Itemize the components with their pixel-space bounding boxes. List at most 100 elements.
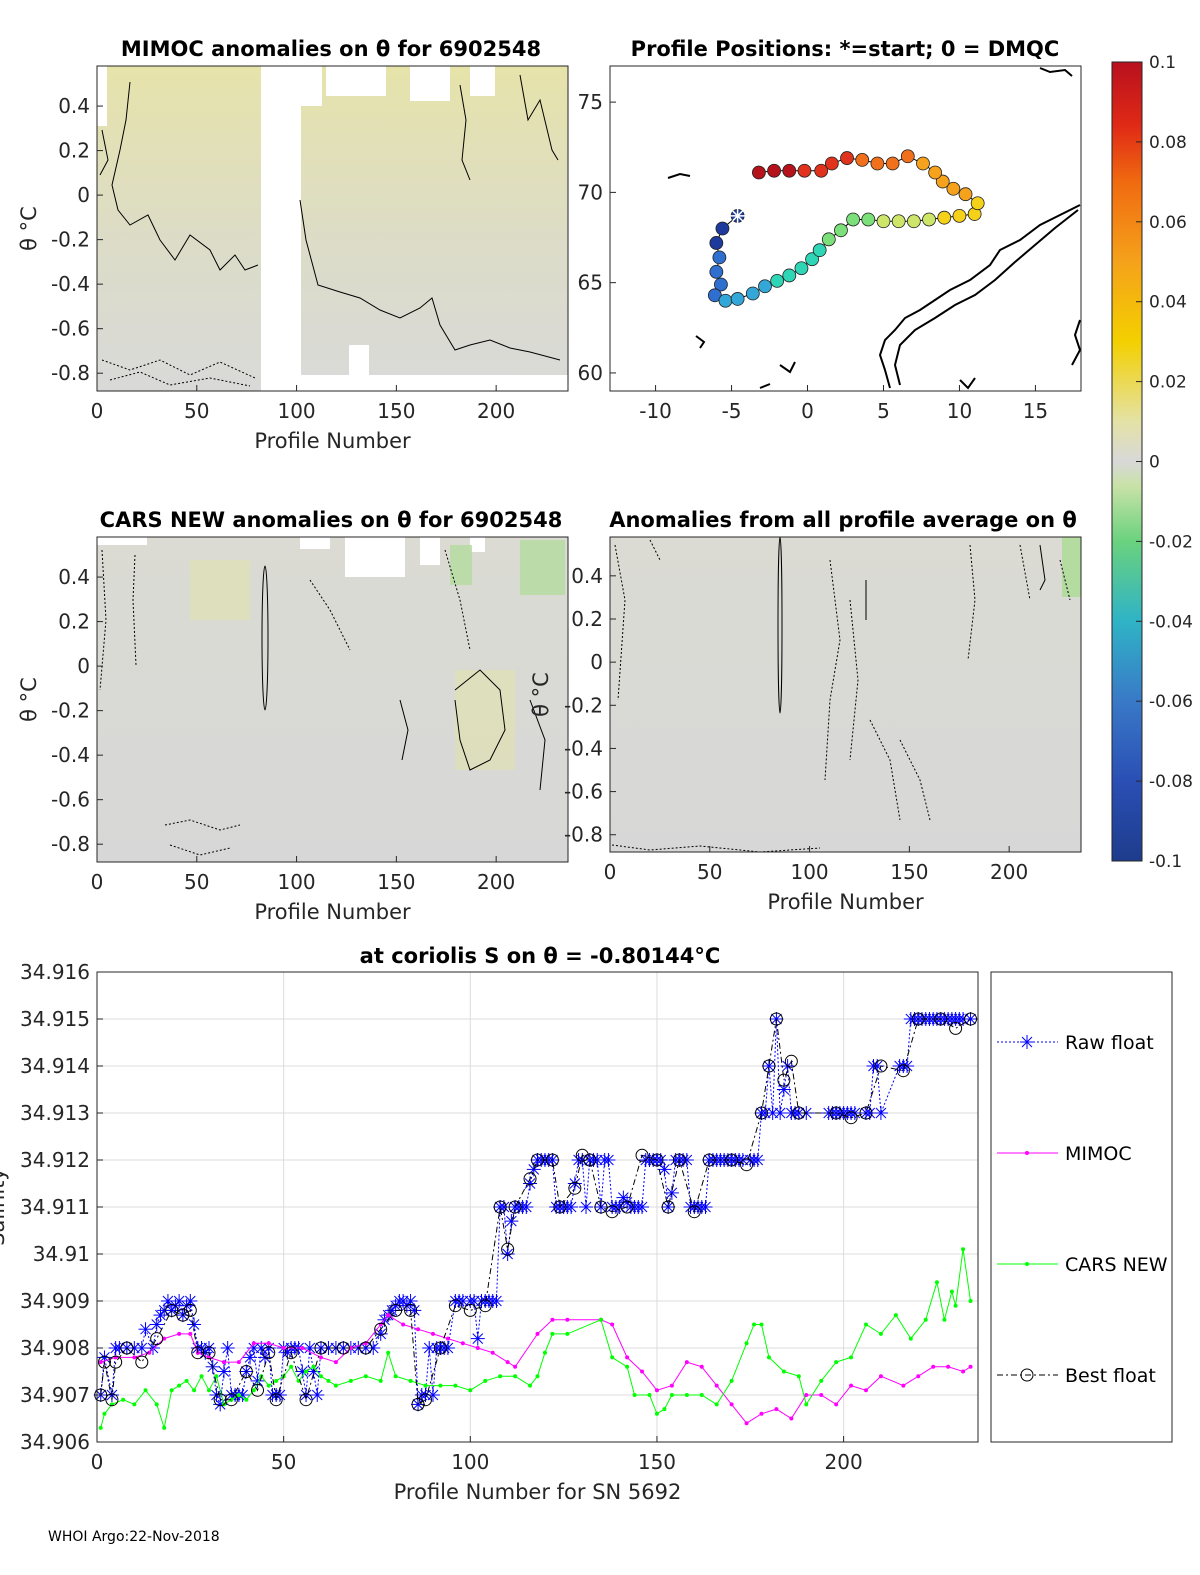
raw-float-marker: [565, 1201, 577, 1213]
track-point: [952, 208, 967, 223]
raw-float-marker: [965, 1013, 976, 1025]
best-float-marker: [911, 1012, 925, 1026]
y-tick-label: 60: [578, 361, 603, 385]
mimoc-point: [475, 1346, 480, 1350]
x-tick-label: 5: [877, 399, 890, 423]
cars-yellow-patches: [190, 560, 515, 770]
raw-float-marker: [472, 1333, 484, 1344]
raw-float-marker: [618, 1192, 629, 1203]
best-float-marker: [859, 1106, 873, 1120]
mimoc-point: [386, 1313, 391, 1318]
best-float-marker: [702, 1153, 716, 1167]
raw-float-marker: [367, 1342, 379, 1354]
y-tick-label: -0.2: [564, 693, 603, 717]
raw-float-marker: [136, 1342, 148, 1354]
cars-dotted-contours: [99, 549, 471, 856]
cars-point: [423, 1383, 428, 1388]
colorbar-tick-label: -0.06: [1149, 692, 1193, 712]
best-float-marker: [762, 1059, 776, 1073]
raw-float-marker: [338, 1342, 349, 1354]
cars-point: [550, 1331, 555, 1336]
track-point: [970, 196, 985, 211]
y-tick-label: -0.8: [51, 832, 90, 856]
cars-point: [610, 1355, 615, 1360]
cars-point: [386, 1350, 391, 1355]
track-point: [937, 210, 952, 225]
cars-point: [834, 1360, 839, 1365]
raw-float-marker: [375, 1328, 387, 1340]
x-tick-label: 0: [91, 870, 104, 894]
raw-float-marker: [222, 1342, 234, 1354]
best-float-marker: [359, 1341, 373, 1355]
x-tick-label: -5: [722, 399, 742, 423]
raw-float-marker: [603, 1154, 614, 1166]
cars-point: [669, 1393, 674, 1397]
legend-marker: [1021, 1036, 1033, 1048]
y-tick-label: -0.8: [564, 823, 603, 847]
cars-point: [132, 1402, 137, 1407]
x-tick-label: 50: [184, 399, 209, 423]
best-float-marker: [784, 1054, 798, 1068]
mimoc-point: [654, 1388, 659, 1393]
y-tick-label: 34.906: [20, 1430, 90, 1454]
cars-point: [759, 1322, 764, 1327]
series-line: [100, 1018, 971, 1405]
track-point: [846, 212, 860, 227]
cars-point: [513, 1374, 518, 1379]
x-tick-label: 150: [638, 1450, 676, 1474]
mimoc-point: [916, 1374, 921, 1379]
colorbar-tick-label: 0.06: [1149, 213, 1187, 233]
raw-float-marker: [569, 1178, 581, 1189]
avg-green-patch: [1062, 537, 1081, 597]
best-float-marker: [105, 1393, 119, 1407]
colorbar: 0.1 0.08 0.06 0.04 0.02 0 -0.02 -0.04 -0.06 -0.08…: [1111, 53, 1193, 872]
best-float-marker: [568, 1181, 582, 1195]
mimoc-point: [401, 1322, 406, 1327]
y-tick-label: 0.4: [58, 565, 90, 589]
y-tick-label: 75: [578, 90, 603, 114]
cars-point: [244, 1397, 249, 1402]
cars-point: [528, 1383, 533, 1388]
raw-float-marker: [681, 1154, 693, 1166]
legend-items: Raw float MIMOC CARS NEW Best float: [997, 1032, 1168, 1387]
y-axis-label: θ °C: [17, 206, 41, 251]
cars-point: [154, 1402, 159, 1407]
cars-point: [236, 1393, 241, 1397]
raw-float-marker: [173, 1295, 185, 1307]
cars-point: [453, 1383, 458, 1388]
x-tick-label: 15: [1023, 399, 1048, 423]
raw-float-marker: [767, 1107, 779, 1119]
cars-point: [542, 1350, 547, 1355]
best-float-marker: [545, 1153, 559, 1167]
mimoc-point: [729, 1402, 734, 1407]
y-tick-label: 34.91: [33, 1242, 90, 1266]
cars-point: [408, 1378, 413, 1383]
track-point: [767, 163, 781, 178]
y-tick-label: 34.911: [20, 1195, 90, 1219]
mimoc-point: [669, 1383, 674, 1388]
best-float-marker: [150, 1332, 164, 1346]
best-float-marker: [874, 1059, 888, 1073]
cars-point: [251, 1388, 256, 1393]
raw-float-marker: [114, 1342, 125, 1354]
best-float-marker: [135, 1355, 149, 1369]
cars-point: [849, 1355, 854, 1360]
cars-point: [744, 1341, 749, 1346]
y-tick-label: 0.2: [58, 139, 90, 163]
series-line: [100, 1314, 971, 1424]
salinity-panel: at coriolis S on θ = -0.80144°C 0 50 100 15…: [0, 944, 979, 1504]
cars-point: [684, 1393, 689, 1397]
best-float-marker: [419, 1393, 433, 1407]
mimoc-point: [505, 1360, 510, 1365]
colorbar-tick-label: 0: [1149, 453, 1160, 473]
best-float-marker: [239, 1365, 253, 1378]
raw-float-marker: [491, 1295, 502, 1307]
cars-point: [766, 1355, 771, 1360]
x-axis-label: Profile Number for SN 5692: [394, 1480, 682, 1504]
track-point: [840, 151, 854, 165]
x-tick-label: 100: [451, 1450, 489, 1474]
track-point: [709, 236, 724, 250]
raw-float-marker: [524, 1178, 536, 1189]
track-point: [730, 292, 745, 306]
